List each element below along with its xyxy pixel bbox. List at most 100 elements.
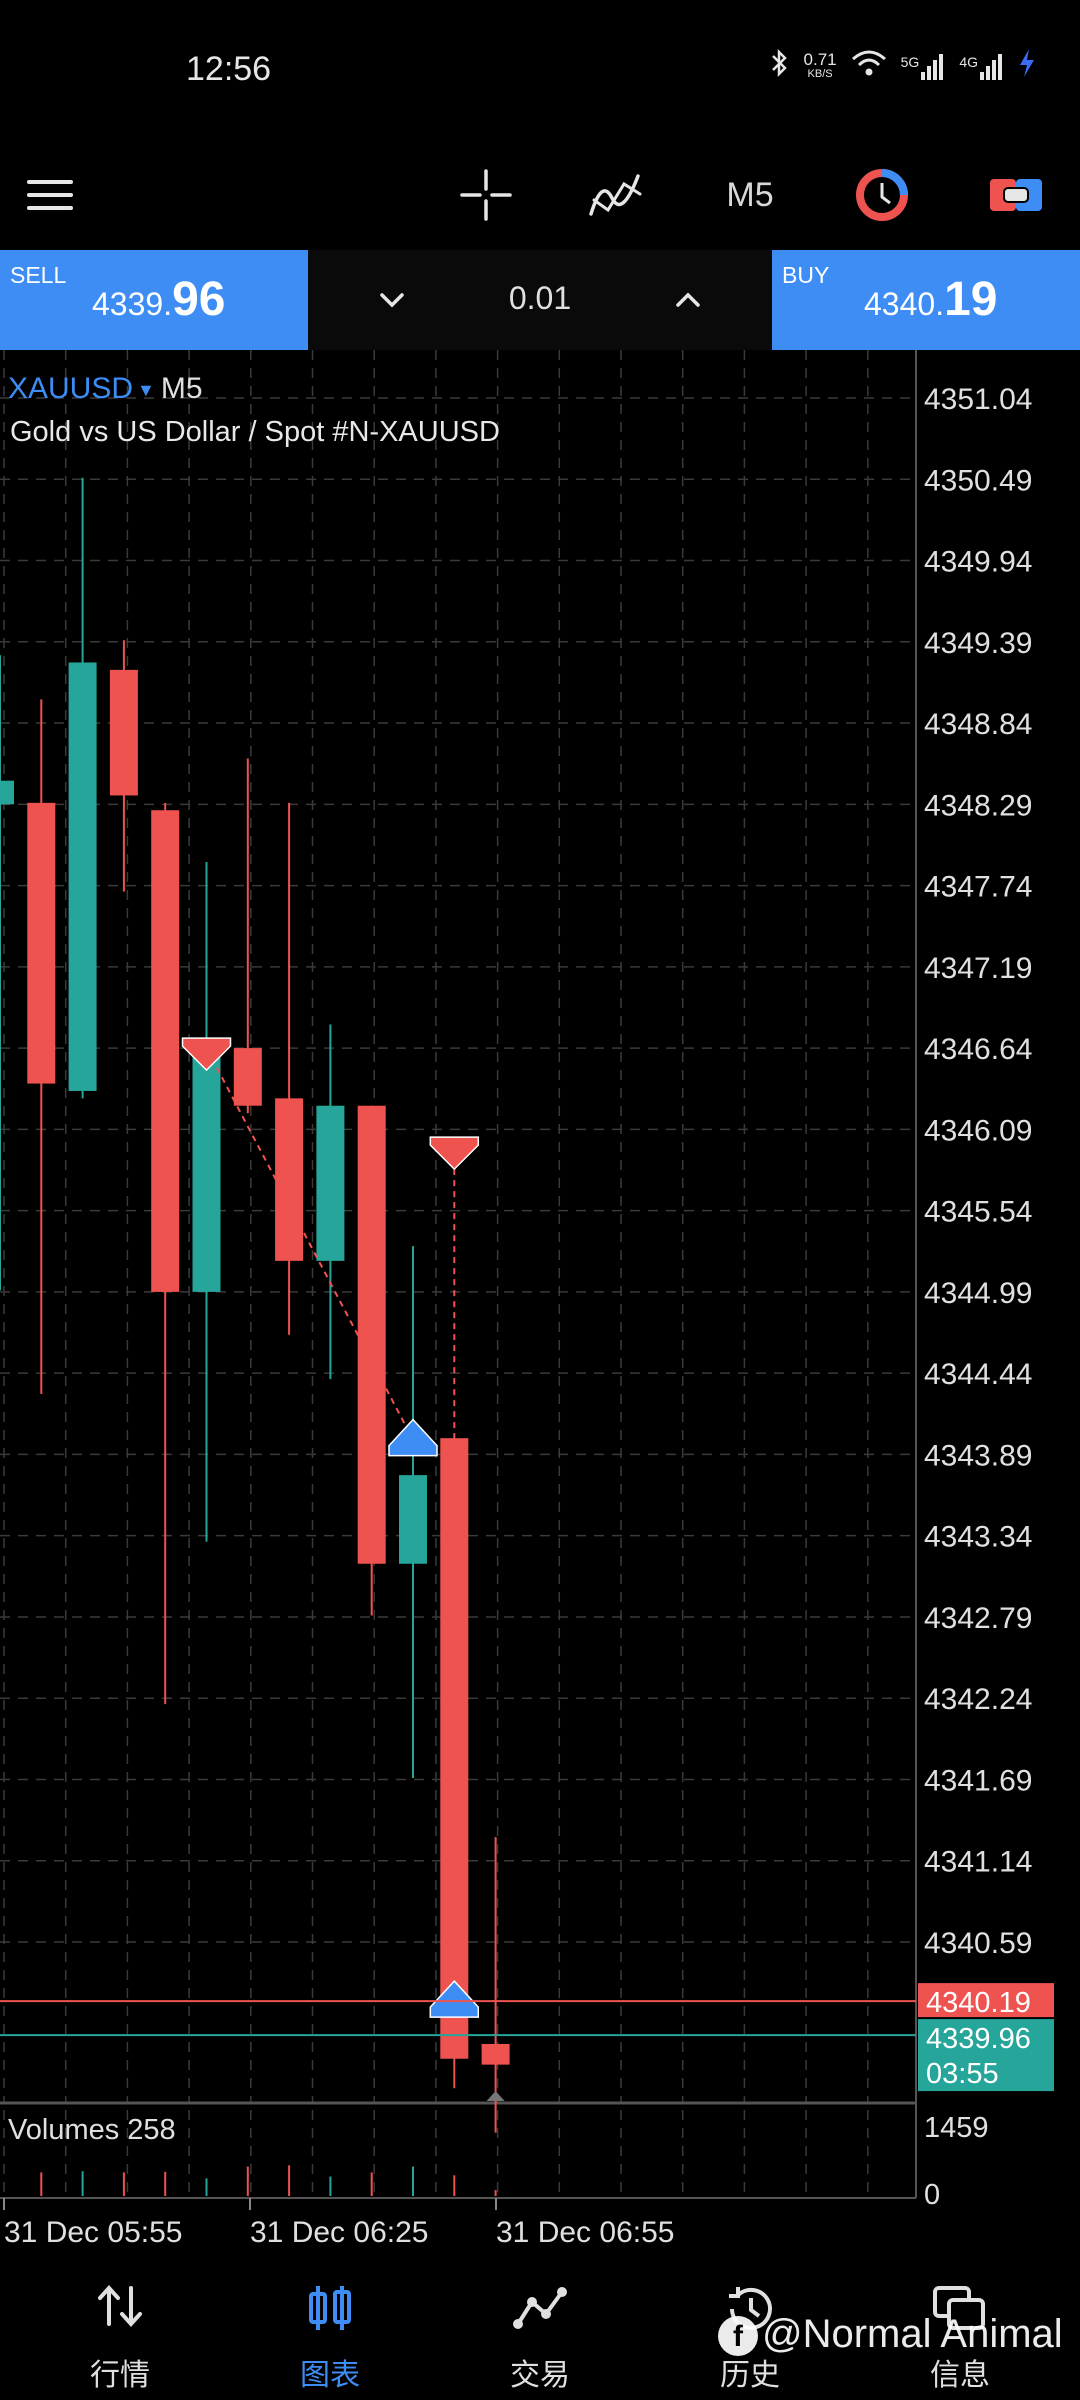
candle-body bbox=[316, 1105, 345, 1261]
symbol-name: XAUUSD bbox=[8, 372, 134, 405]
volume-input[interactable]: 0.01 bbox=[508, 280, 572, 316]
charging-icon bbox=[1018, 48, 1036, 85]
buy-arrow-icon bbox=[388, 1418, 438, 1457]
nav-chart-label: 图表 bbox=[300, 2359, 360, 2392]
bluetooth-icon bbox=[770, 48, 790, 85]
candle-body bbox=[27, 802, 56, 1084]
one-click-trading-icon bbox=[990, 179, 1042, 211]
status-bar: 12:56 0.71 KB/S 5G 4G bbox=[0, 0, 1080, 140]
symbol-dropdown-icon: ▼ bbox=[137, 379, 155, 400]
candle-body bbox=[68, 662, 97, 1091]
bottom-navigation: 行情 图表 交易 历史 信息 bbox=[0, 2244, 1080, 2400]
time-axis-label: 31 Dec 05:55 bbox=[4, 2216, 182, 2244]
volume-axis-min: 0 bbox=[924, 2179, 940, 2211]
buy-price: 4340.19 bbox=[864, 272, 997, 327]
network-speed: 0.71 KB/S bbox=[803, 49, 837, 82]
status-time: 12:56 bbox=[186, 50, 272, 88]
nav-history[interactable]: 历史 bbox=[660, 2244, 840, 2400]
current-bar-marker bbox=[486, 2091, 505, 2101]
sell-price-big: 96 bbox=[172, 273, 226, 326]
price-axis-label: 4340.59 bbox=[924, 1927, 1032, 1960]
candle-body bbox=[275, 1098, 304, 1261]
objects-button[interactable] bbox=[842, 140, 922, 250]
price-axis-label: 4344.99 bbox=[924, 1277, 1032, 1310]
sell-price: 4339.96 bbox=[92, 272, 225, 327]
price-axis-label: 4351.04 bbox=[924, 383, 1032, 416]
candle-body bbox=[0, 780, 14, 805]
price-axis-label: 4349.94 bbox=[924, 546, 1032, 579]
volume-increase-button[interactable] bbox=[664, 276, 712, 324]
sell-button[interactable]: SELL 4339.96 bbox=[0, 250, 308, 350]
quotes-icon bbox=[98, 2285, 142, 2327]
signal-5g-icon: 5G bbox=[901, 53, 946, 80]
price-axis-label: 4347.19 bbox=[924, 952, 1032, 985]
watermark: f @Normal Animal bbox=[718, 2312, 1063, 2357]
hamburger-icon bbox=[27, 180, 73, 210]
indicators-icon bbox=[589, 174, 642, 216]
ask-price-tag bbox=[918, 1983, 1054, 2018]
nav-messages-label: 信息 bbox=[930, 2359, 990, 2392]
one-click-trade-panel: SELL 4339.96 0.01 BUY 4340.19 bbox=[0, 250, 1080, 350]
trade-icon bbox=[513, 2287, 567, 2329]
status-icons: 0.71 KB/S 5G 4G bbox=[770, 48, 1036, 85]
volume-axis-max: 1459 bbox=[924, 2112, 989, 2144]
nav-quotes[interactable]: 行情 bbox=[30, 2244, 210, 2400]
price-axis-label: 4342.79 bbox=[924, 1602, 1032, 1635]
candle-body bbox=[151, 810, 180, 1292]
price-axis-label: 4346.09 bbox=[924, 1114, 1032, 1147]
sell-price-small: 4339. bbox=[92, 286, 173, 322]
candle-body bbox=[399, 1475, 427, 1564]
price-axis-label: 4343.34 bbox=[924, 1521, 1032, 1554]
price-axis-label: 4344.44 bbox=[924, 1358, 1032, 1391]
candle-body bbox=[233, 1048, 262, 1106]
chart-icon bbox=[309, 2286, 351, 2330]
price-axis-label: 4348.29 bbox=[924, 789, 1032, 822]
timeframe-button[interactable]: M5 bbox=[726, 175, 774, 214]
candle-body bbox=[109, 669, 138, 796]
price-axis-label: 4348.84 bbox=[924, 708, 1032, 741]
menu-button[interactable] bbox=[14, 140, 86, 250]
nav-quotes-label: 行情 bbox=[90, 2359, 150, 2392]
trade-connector bbox=[205, 1047, 414, 1441]
sell-label: SELL bbox=[10, 262, 67, 288]
volume-decrease-button[interactable] bbox=[368, 276, 416, 324]
price-axis-label: 4345.54 bbox=[924, 1196, 1032, 1229]
price-axis-label: 4343.89 bbox=[924, 1439, 1032, 1472]
price-axis-label: 4342.24 bbox=[924, 1683, 1032, 1716]
price-axis-label: 4346.64 bbox=[924, 1033, 1032, 1066]
nav-messages[interactable]: 信息 bbox=[870, 2244, 1050, 2400]
nav-history-label: 历史 bbox=[720, 2359, 780, 2392]
symbol-timeframe: M5 bbox=[160, 372, 203, 405]
chevron-down-icon bbox=[380, 293, 404, 308]
volume-selector: 0.01 bbox=[308, 250, 772, 350]
one-click-trading-button[interactable] bbox=[976, 140, 1056, 250]
signal-4g-icon: 4G bbox=[959, 53, 1004, 80]
bid-price-label: 4339.96 bbox=[926, 2023, 1031, 2055]
candle-body bbox=[481, 2043, 510, 2065]
volumes-indicator-label: Volumes 258 bbox=[8, 2114, 176, 2146]
buy-arrow-icon bbox=[429, 1979, 480, 2018]
crosshair-icon bbox=[460, 169, 512, 221]
nav-trade-label: 交易 bbox=[510, 2359, 570, 2392]
indicators-button[interactable] bbox=[578, 140, 654, 250]
nav-chart[interactable]: 图表 bbox=[240, 2244, 420, 2400]
watermark-text: @Normal Animal bbox=[762, 2312, 1063, 2356]
price-chart[interactable]: 4351.04 4350.49 4349.94 4349.39 4348.84 4348.… bbox=[0, 350, 1080, 2244]
buy-button[interactable]: BUY 4340.19 bbox=[772, 250, 1080, 350]
time-axis-label: 31 Dec 06:55 bbox=[496, 2216, 674, 2244]
messages-icon bbox=[933, 2286, 985, 2330]
signal-4g-label: 4G bbox=[959, 53, 978, 70]
nav-trade[interactable]: 交易 bbox=[450, 2244, 630, 2400]
ask-price-label: 4340.19 bbox=[926, 1987, 1031, 2019]
facebook-icon: f bbox=[718, 2316, 758, 2357]
candle-body bbox=[192, 1048, 221, 1292]
price-axis-label: 4341.69 bbox=[924, 1764, 1032, 1797]
crosshair-button[interactable] bbox=[448, 140, 524, 250]
chart-symbol-header[interactable]: XAUUSD ▼ M5 bbox=[8, 372, 203, 406]
price-axis-label: 4341.14 bbox=[924, 1846, 1032, 1879]
network-speed-value: 0.71 bbox=[803, 49, 837, 69]
wifi-icon bbox=[851, 49, 887, 84]
time-axis-label: 31 Dec 06:25 bbox=[250, 2216, 428, 2244]
price-axis-label: 4349.39 bbox=[924, 627, 1032, 660]
candle-body bbox=[357, 1105, 386, 1564]
